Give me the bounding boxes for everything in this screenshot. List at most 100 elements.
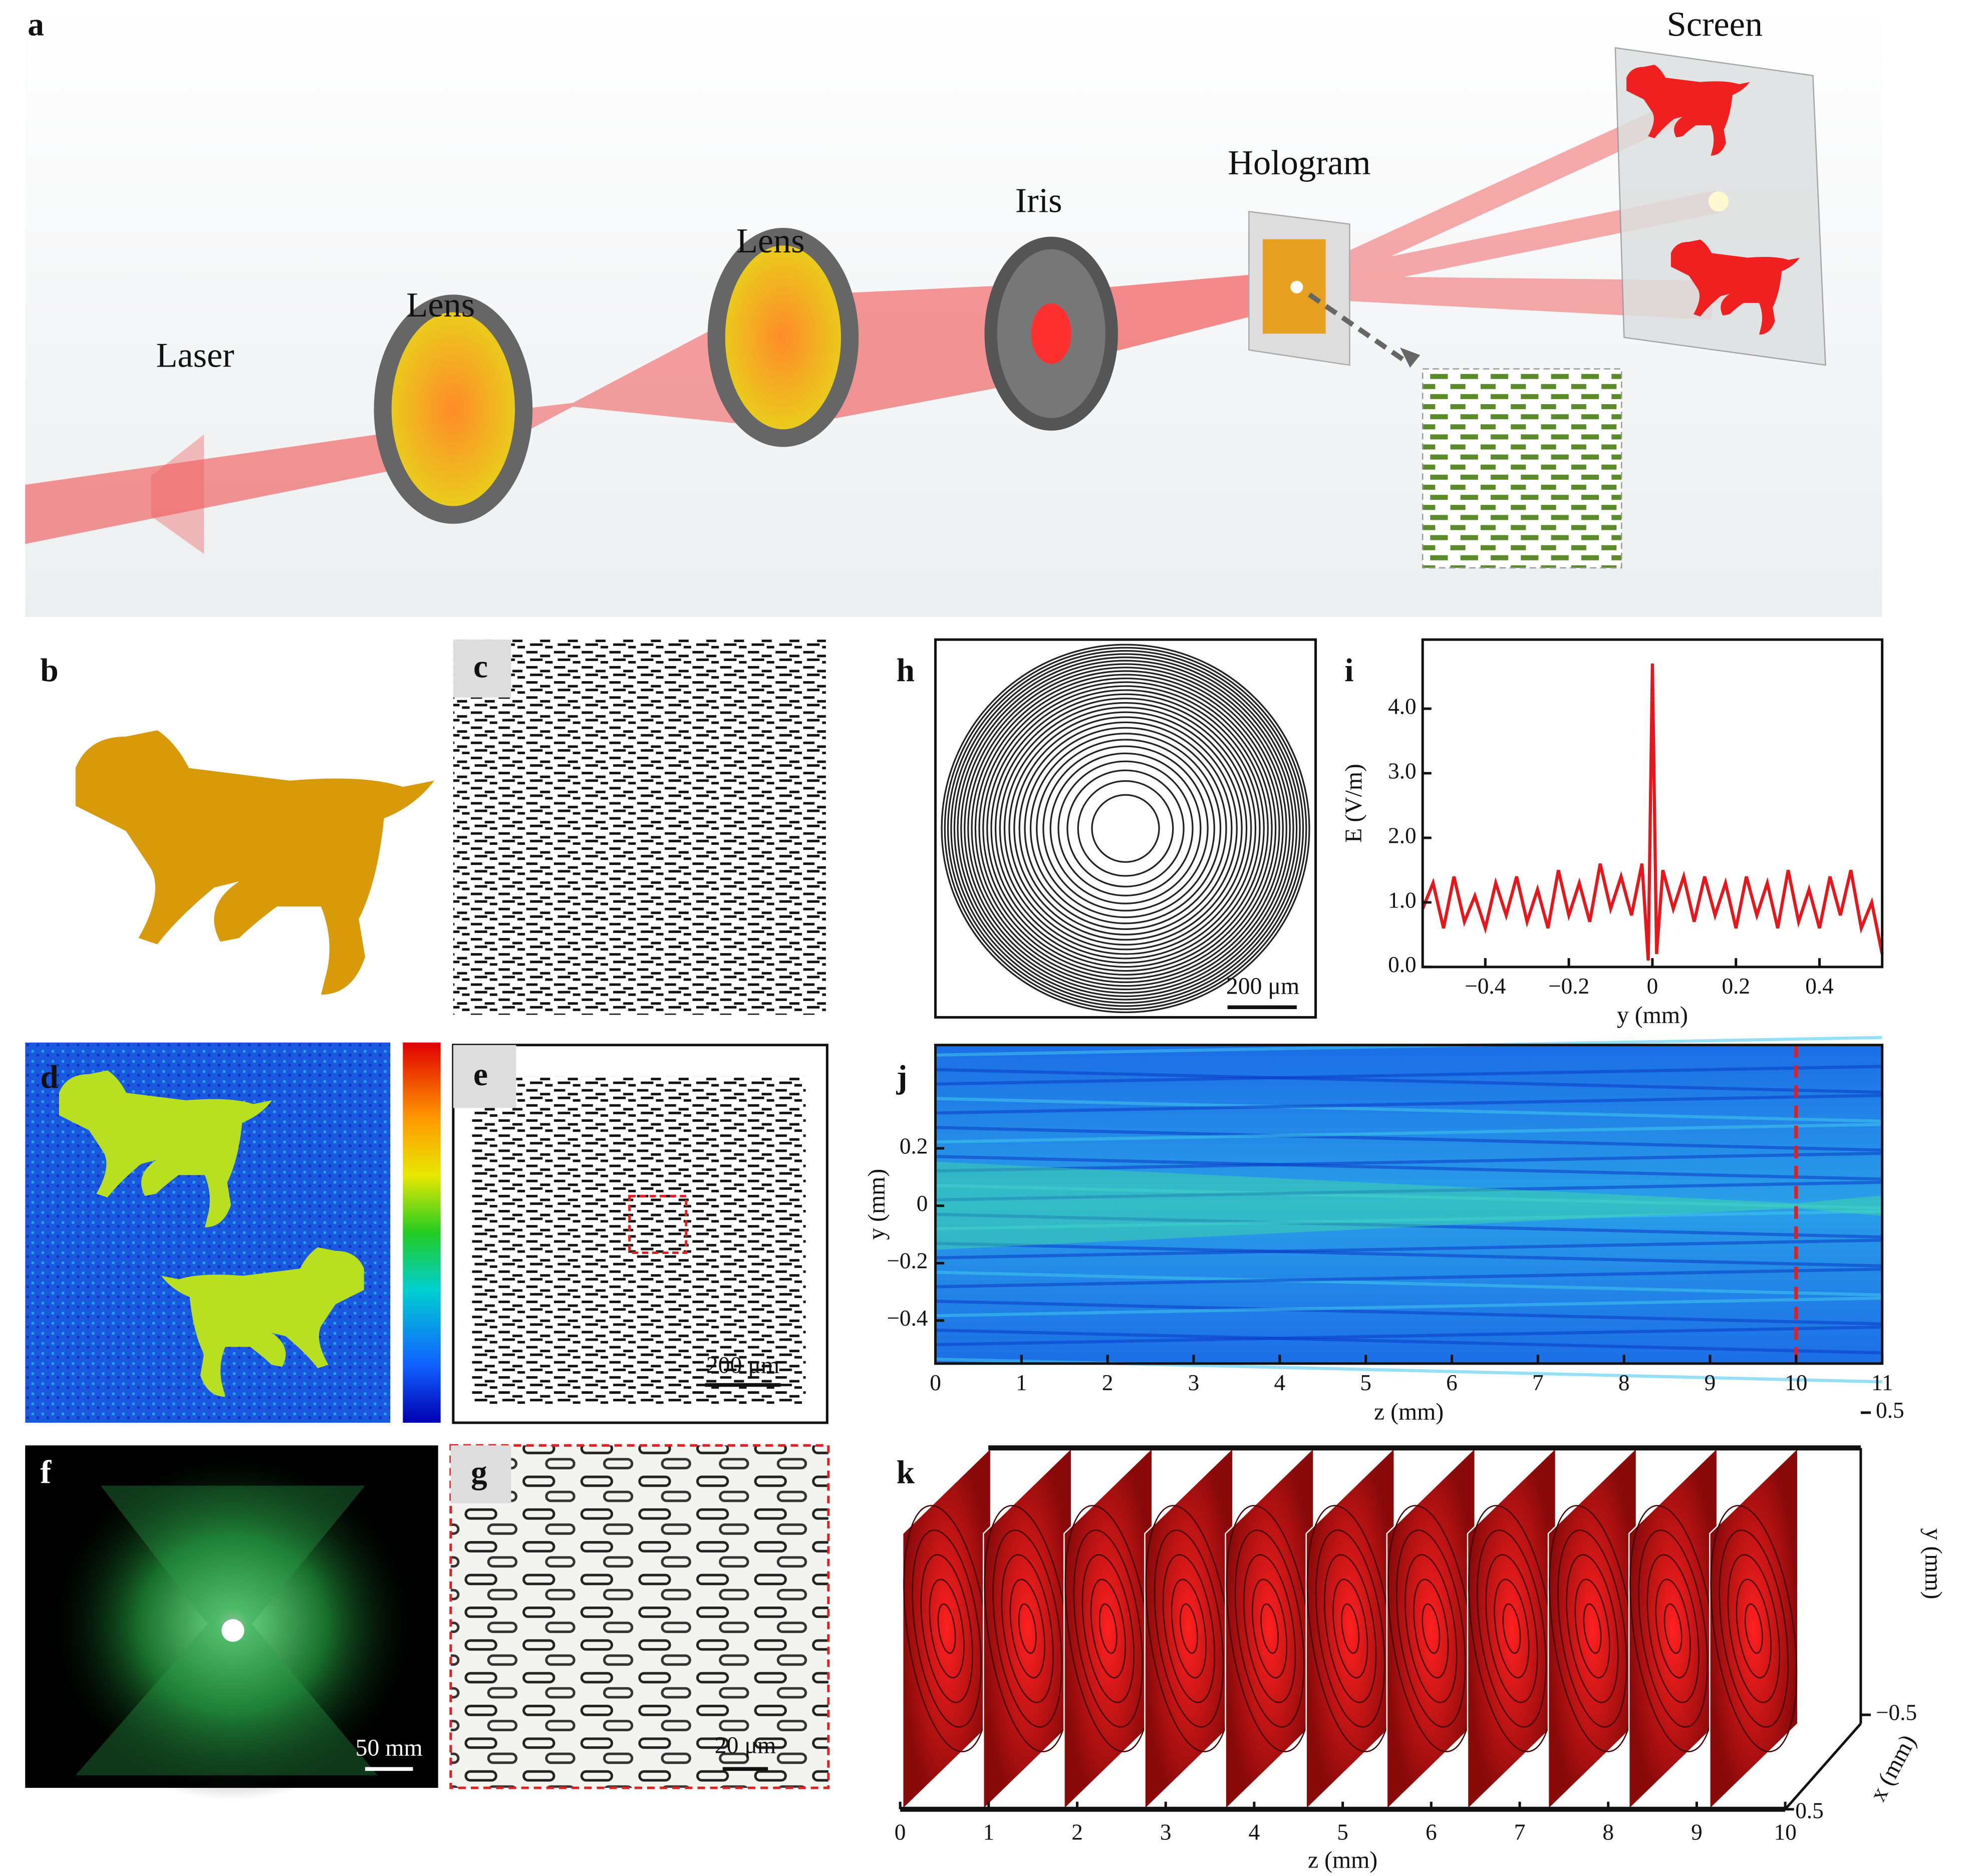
y-tick-label: 3.0 <box>1388 758 1417 783</box>
zone-ring <box>982 685 1269 972</box>
zone-ring <box>957 660 1294 997</box>
zone-ring <box>941 644 1310 1013</box>
slice-ring <box>1171 1579 1207 1679</box>
slice-ring <box>1009 1579 1045 1679</box>
slice-ring <box>1638 1529 1708 1728</box>
slice-ring <box>1574 1579 1610 1679</box>
x-tick-label: 0 <box>1647 974 1658 999</box>
slice-ring <box>1583 1603 1602 1654</box>
zone-ring <box>1029 733 1222 924</box>
scale-bar-label: 200 μm <box>1226 973 1299 1000</box>
x-tick-label: 0 <box>930 1370 941 1395</box>
setup-illustration <box>25 0 1882 617</box>
field-stripe <box>935 1094 1882 1115</box>
slice-ring <box>1736 1579 1772 1679</box>
field-stripe <box>935 1238 1882 1260</box>
zone-ring <box>967 670 1284 987</box>
panel-label: c <box>473 649 488 685</box>
field-stripe <box>935 1328 1882 1355</box>
x-tick-label: 0.4 <box>1805 974 1834 999</box>
x-axis-label: z (mm) <box>1308 1846 1377 1873</box>
y-axis-label: y (mm) <box>1920 1528 1947 1600</box>
slice-ring <box>1252 1579 1288 1679</box>
zone-ring <box>1024 727 1227 930</box>
field-stripe <box>935 1183 1882 1210</box>
slice-ring <box>1260 1603 1279 1654</box>
component-label: Iris <box>1015 181 1062 220</box>
panel-label: a <box>28 7 44 43</box>
experimental-image <box>25 1445 438 1801</box>
zone-ring <box>994 698 1257 960</box>
field-slice <box>1547 1446 1637 1811</box>
x-tick-label: −0.4 <box>1465 974 1506 999</box>
field-slice <box>1305 1446 1395 1811</box>
x-tick-label: 0.2 <box>1722 974 1750 999</box>
x-tick-label: 3 <box>1160 1819 1172 1844</box>
y-tick-label: 2.0 <box>1388 823 1417 848</box>
field-slice <box>1467 1446 1557 1811</box>
field-stripe <box>935 1296 1882 1318</box>
field-slice <box>983 1446 1072 1811</box>
slice-ring <box>1001 1554 1054 1703</box>
zone-ring <box>978 681 1273 976</box>
y-tick-label: 0.2 <box>900 1133 928 1158</box>
slice-ring <box>920 1554 973 1703</box>
panel-label: h <box>897 653 915 689</box>
zone-ring <box>944 647 1307 1010</box>
x-tick-label: 9 <box>1705 1370 1716 1395</box>
y-tick-label: 4.0 <box>1388 694 1417 719</box>
depth-axis-label: x (mm) <box>1864 1730 1921 1805</box>
slice-ring <box>1727 1554 1780 1703</box>
x-tick-label: 2 <box>1102 1370 1113 1395</box>
slice-ring <box>1485 1554 1538 1703</box>
simulated-image <box>25 1042 441 1423</box>
slice-ring <box>1655 1579 1691 1679</box>
field-slice <box>1144 1446 1234 1811</box>
x-tick-label: 8 <box>1602 1819 1614 1844</box>
label-bg <box>453 640 511 698</box>
slice-ring <box>1332 1579 1368 1679</box>
x-tick-label: 7 <box>1532 1370 1544 1395</box>
slice-ring <box>1154 1529 1224 1728</box>
x-tick-label: 6 <box>1426 1819 1437 1844</box>
panel-label: i <box>1344 653 1353 689</box>
zone-ring <box>1013 716 1238 941</box>
field-slice <box>1628 1446 1718 1811</box>
zone-ring <box>1042 745 1209 912</box>
x-tick-label: 2 <box>1071 1819 1083 1844</box>
slice-ring <box>1341 1603 1360 1654</box>
slice-ring <box>1422 1603 1441 1654</box>
x-axis-label: z (mm) <box>1374 1398 1444 1425</box>
x-tick-label: 4 <box>1249 1819 1260 1844</box>
frame-line <box>1784 1723 1862 1810</box>
zone-ring <box>953 656 1298 1001</box>
y-tick-label: −0.5 <box>1876 1700 1917 1725</box>
field-slice <box>1063 1446 1153 1811</box>
y-tick-label: 0.5 <box>1876 1398 1904 1423</box>
zone-ring <box>1036 739 1215 918</box>
field-stripe <box>935 1180 1882 1202</box>
dog-silhouette <box>75 730 435 995</box>
slice-ring <box>1162 1554 1216 1703</box>
x-tick-label: 0 <box>895 1819 906 1844</box>
x-tick-label: 5 <box>1337 1819 1348 1844</box>
zone-ring <box>999 702 1252 955</box>
panel-label: g <box>471 1455 487 1491</box>
field-stripe <box>935 1325 1882 1347</box>
field-stripe <box>935 1268 1882 1289</box>
slice-ring <box>1477 1529 1547 1728</box>
plot-frame <box>934 1044 1884 1365</box>
slice-ring <box>1566 1554 1619 1703</box>
field-stripe <box>935 1036 1882 1057</box>
y-axis-label: E (V/m) <box>1340 764 1367 843</box>
zone-ring <box>1003 707 1248 951</box>
field-stripe <box>935 1241 1882 1268</box>
panel-label: j <box>896 1059 908 1095</box>
component-label: Lens <box>736 221 805 260</box>
slice-ring <box>1744 1603 1763 1654</box>
slice-ring <box>1090 1579 1126 1679</box>
field-stripe <box>935 1122 1882 1144</box>
zone-ring <box>1049 752 1202 904</box>
x-tick-label: 9 <box>1691 1819 1703 1844</box>
